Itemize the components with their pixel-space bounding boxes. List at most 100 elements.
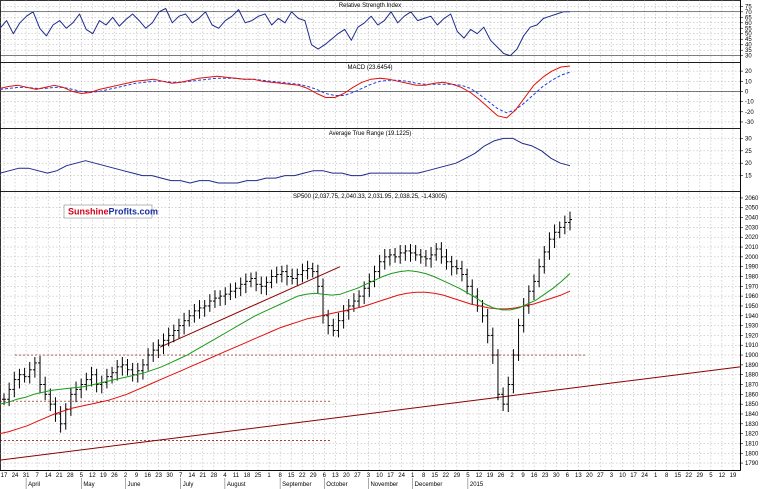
y-tick-label: 1910: [745, 343, 759, 349]
y-tick-label: 2010: [745, 245, 759, 251]
x-tick-label: 31: [23, 473, 30, 479]
month-label: December: [415, 482, 443, 488]
price-bar: [300, 263, 305, 283]
y-tick-label: 2000: [745, 255, 759, 261]
price-bar: [413, 245, 418, 261]
price-bar: [115, 359, 120, 381]
x-tick-label: 12: [719, 473, 726, 479]
y-tick-label: 1880: [745, 373, 759, 379]
price-bar: [290, 268, 295, 285]
y-tick-label: 1940: [745, 314, 759, 320]
price-bar: [557, 221, 562, 239]
price-bar: [269, 269, 274, 289]
price-bar: [423, 249, 428, 267]
price-bar: [408, 244, 413, 262]
price-bar: [542, 246, 547, 274]
x-tick-label: 5: [709, 473, 713, 479]
price-bar: [403, 245, 408, 261]
panel-title: Relative Strength Index: [339, 3, 401, 9]
y-tick-label: 2050: [745, 206, 759, 212]
x-tick-label: 30: [553, 473, 560, 479]
price-bar: [187, 309, 192, 327]
y-tick-label: 70: [745, 10, 752, 16]
x-tick-label: 24: [641, 473, 648, 479]
price-bar: [485, 308, 490, 344]
price-bar: [459, 260, 464, 282]
panel-title: Average True Range (19.1225): [329, 131, 412, 137]
macd-line: [0, 65, 571, 119]
x-tick-label: 16: [144, 473, 151, 479]
x-tick-label: 3: [367, 473, 371, 479]
price-bar: [295, 268, 300, 286]
y-tick-label: 40: [745, 43, 752, 49]
price-bar: [171, 324, 176, 343]
x-tick-label: 20: [586, 473, 593, 479]
price-bar: [140, 358, 145, 380]
price-bar: [516, 318, 521, 361]
price-bar: [315, 264, 320, 294]
y-tick-label: 1830: [745, 422, 759, 428]
x-tick-label: 8: [278, 473, 282, 479]
price-bar: [176, 318, 181, 339]
y-tick-label: 1790: [745, 461, 759, 467]
panel-frame-1: [0, 0, 741, 63]
y-tick-label: 35: [745, 48, 752, 54]
price-bar: [511, 349, 516, 394]
x-tick-label: 22: [299, 473, 306, 479]
y-tick-label: 1890: [745, 363, 759, 369]
y-tick-label: 15: [745, 174, 752, 180]
y-tick-label: 1860: [745, 392, 759, 398]
price-bar: [285, 264, 289, 286]
price-bar: [382, 248, 387, 270]
x-tick-label: 17: [1, 473, 8, 479]
y-tick-label: 75: [745, 4, 752, 10]
price-bar: [274, 266, 279, 284]
price-bar: [531, 274, 536, 301]
y-tick-label: 1900: [745, 353, 759, 359]
price-bar: [357, 290, 362, 308]
y-tick-label: -10: [745, 100, 754, 106]
x-tick-label: 1: [411, 473, 415, 479]
price-bar: [495, 349, 500, 401]
panel-title: SP500 (2,037.75, 2,040.33, 2,031.95, 2,0…: [293, 194, 447, 200]
y-tick-label: 30: [745, 136, 752, 142]
price-bar: [212, 290, 217, 308]
trend-line: [0, 366, 741, 461]
price-bar: [156, 339, 161, 358]
y-tick-label: 2040: [745, 216, 759, 222]
y-tick-label: 50: [745, 32, 752, 38]
price-bar: [439, 242, 444, 264]
price-bar: [22, 367, 27, 383]
price-bar: [233, 282, 238, 299]
price-bar: [490, 327, 495, 364]
month-label: November: [370, 482, 398, 488]
y-tick-label: 1950: [745, 304, 759, 310]
x-tick-label: 15: [431, 473, 438, 479]
price-bar: [48, 388, 53, 412]
x-tick-label: 5: [466, 473, 470, 479]
panel-frame-4: [0, 191, 741, 471]
x-tick-label: 23: [542, 473, 549, 479]
month-label: August: [227, 482, 246, 488]
x-tick-label: 4: [223, 473, 227, 479]
brand-sunshine: Sunshine: [68, 207, 109, 217]
month-label: September: [282, 482, 311, 488]
moving-average-fast: [0, 270, 571, 405]
y-tick-label: 1820: [745, 432, 759, 438]
price-bar: [465, 268, 470, 295]
month-label: October: [326, 482, 347, 488]
x-tick-label: 28: [67, 473, 74, 479]
x-tick-label: 25: [255, 473, 262, 479]
price-bar: [79, 378, 84, 399]
x-tick-label: 14: [188, 473, 195, 479]
panel-frame-3: [0, 128, 741, 192]
price-bar: [264, 276, 269, 296]
price-bar: [125, 358, 130, 376]
price-bar: [223, 287, 228, 305]
x-tick-label: 19: [100, 473, 107, 479]
price-bar: [398, 245, 403, 264]
price-bar: [17, 368, 22, 389]
x-tick-label: 17: [387, 473, 394, 479]
price-bar: [393, 248, 398, 263]
